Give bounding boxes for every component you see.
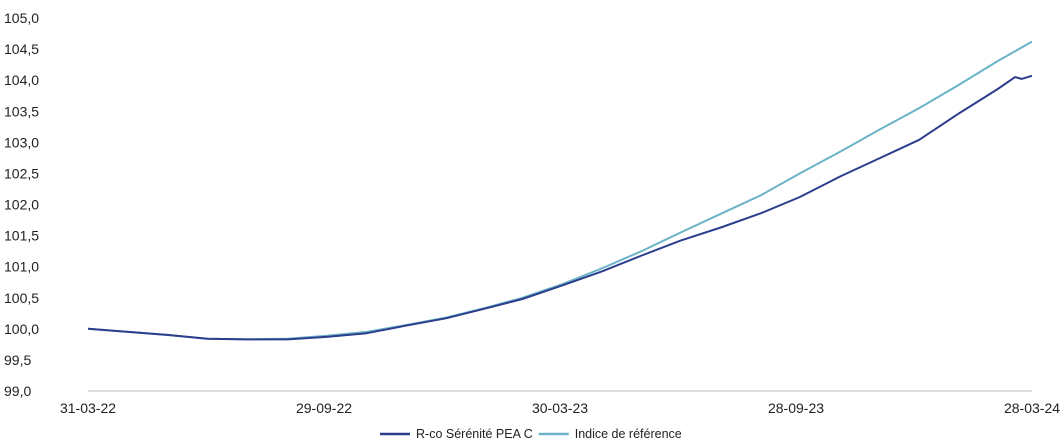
- y-tick-label: 99,0: [4, 383, 31, 399]
- x-tick-label: 28-03-24: [1004, 400, 1060, 416]
- legend: R-co Sérénité PEA C Indice de référence: [380, 427, 682, 441]
- y-tick-label: 101,5: [4, 228, 39, 244]
- y-tick-label: 103,0: [4, 134, 39, 150]
- x-tick-label: 29-09-22: [296, 400, 352, 416]
- y-tick-label: 101,0: [4, 259, 39, 275]
- y-tick-label: 99,5: [4, 352, 31, 368]
- y-tick-label: 104,5: [4, 41, 39, 57]
- legend-label: Indice de référence: [575, 427, 682, 441]
- x-axis: 31-03-22 29-09-22 30-03-23 28-09-23 28-03-24: [60, 390, 1060, 416]
- x-tick-label: 30-03-23: [532, 400, 588, 416]
- y-tick-label: 102,5: [4, 165, 39, 181]
- x-tick-label: 28-09-23: [768, 400, 824, 416]
- y-tick-label: 102,0: [4, 197, 39, 213]
- series-line: [87, 74, 1033, 341]
- x-tick-label: 31-03-22: [60, 400, 116, 416]
- y-axis: 99,0 99,5 100,0 100,5 101,0 101,5 102,0 102,5 10…: [4, 10, 39, 399]
- plot-area: [87, 40, 1033, 341]
- legend-label: R-co Sérénité PEA C: [416, 427, 533, 441]
- y-tick-label: 100,5: [4, 290, 39, 306]
- y-tick-label: 105,0: [4, 10, 39, 26]
- y-tick-label: 104,0: [4, 72, 39, 88]
- y-tick-label: 100,0: [4, 321, 39, 337]
- series-line: [87, 40, 1033, 341]
- y-tick-label: 103,5: [4, 103, 39, 119]
